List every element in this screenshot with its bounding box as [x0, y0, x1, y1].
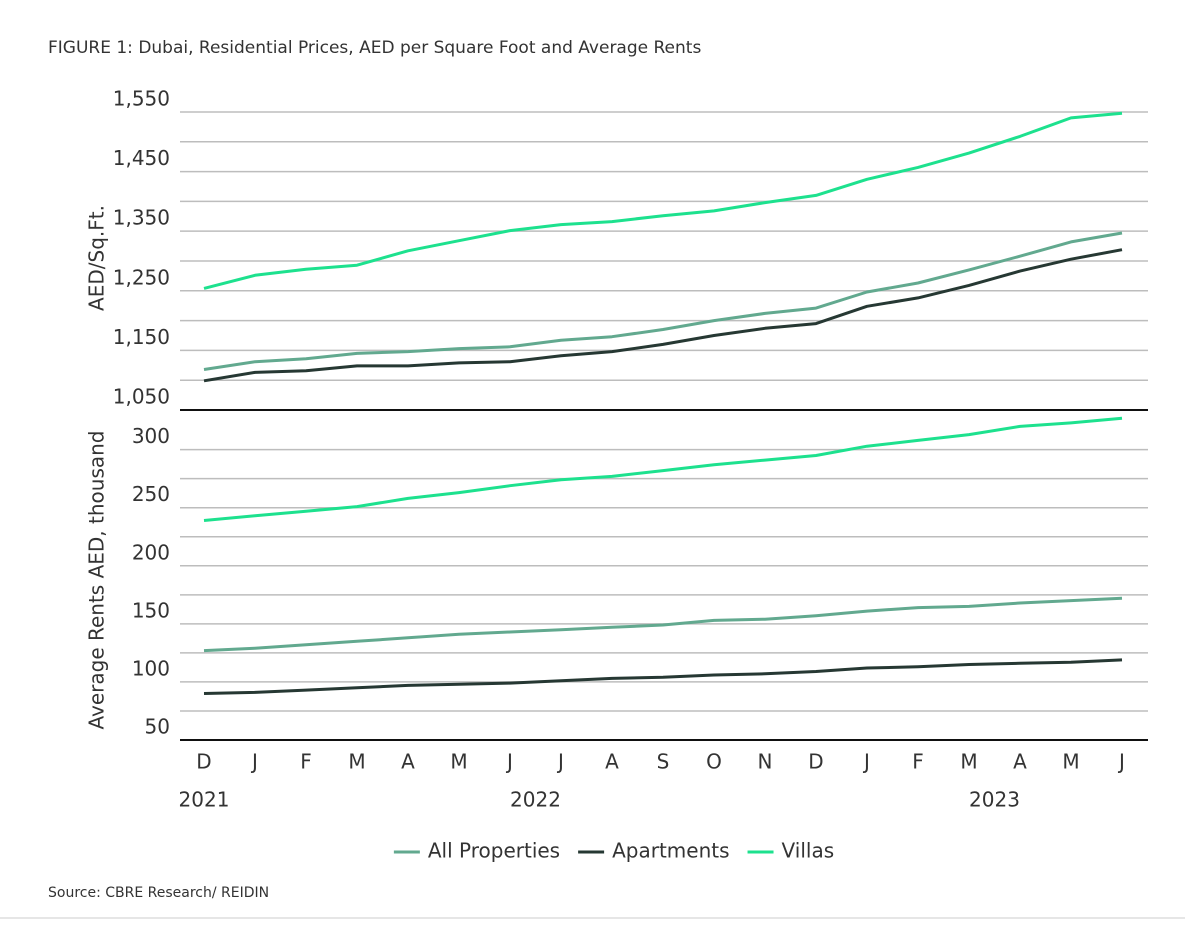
- x-tick-label: F: [300, 750, 312, 774]
- y-tick-label: 50: [145, 715, 170, 739]
- y-tick-label: 150: [132, 598, 170, 622]
- x-tick-label: S: [657, 750, 670, 774]
- x-tick-label: O: [706, 750, 722, 774]
- x-tick-label: J: [1117, 750, 1125, 774]
- x-tick-label: F: [912, 750, 924, 774]
- x-tick-label: M: [960, 750, 977, 774]
- x-tick-label: M: [450, 750, 467, 774]
- legend-label: All Properties: [428, 839, 560, 863]
- x-tick-label: A: [605, 750, 619, 774]
- y-tick-label: 250: [132, 482, 170, 506]
- y-tick-label: 200: [132, 540, 170, 564]
- x-tick-label: M: [1062, 750, 1079, 774]
- x-tick-label: D: [196, 750, 211, 774]
- chart-title: FIGURE 1: Dubai, Residential Prices, AED…: [48, 38, 701, 58]
- x-tick-label: J: [862, 750, 870, 774]
- legend-label: Apartments: [612, 839, 729, 863]
- x-tick-label: J: [505, 750, 513, 774]
- data-line: [203, 248, 1123, 383]
- x-tick-label: A: [401, 750, 415, 774]
- y-tick-label: 100: [132, 656, 170, 680]
- x-tick-label: M: [348, 750, 365, 774]
- source-note: Source: CBRE Research/ REIDIN: [48, 885, 269, 901]
- legend: All Properties Apartments Villas: [393, 839, 835, 863]
- data-line: [203, 658, 1123, 695]
- y-tick-label: 1,350: [113, 206, 170, 230]
- y-tick-label: 1,150: [113, 325, 170, 349]
- data-line: [203, 111, 1123, 290]
- x-tick-label: J: [556, 750, 564, 774]
- x-tick-label: N: [758, 750, 773, 774]
- y-tick-label: 1,250: [113, 265, 170, 289]
- year-label: 2022: [510, 788, 561, 812]
- y-axis-label: Average Rents AED, thousand: [85, 431, 109, 730]
- year-label: 2023: [969, 788, 1020, 812]
- x-tick-label: A: [1013, 750, 1027, 774]
- x-tick-label: J: [250, 750, 258, 774]
- y-tick-label: 1,450: [113, 146, 170, 170]
- legend-label: Villas: [782, 839, 835, 863]
- y-tick-label: 1,050: [113, 385, 170, 409]
- data-line: [203, 416, 1123, 522]
- data-line: [203, 596, 1123, 653]
- y-tick-label: 1,550: [113, 86, 170, 110]
- y-axis-label: AED/Sq.Ft.: [85, 205, 109, 311]
- data-line: [203, 231, 1123, 371]
- year-label: 2021: [179, 788, 230, 812]
- y-tick-label: 300: [132, 424, 170, 448]
- x-tick-label: D: [808, 750, 823, 774]
